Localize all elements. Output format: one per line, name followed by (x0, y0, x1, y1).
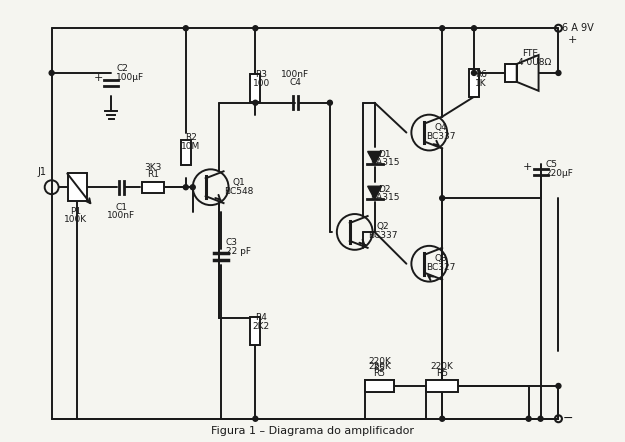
Bar (142, 182, 164, 193)
Circle shape (190, 185, 195, 190)
Circle shape (49, 70, 54, 76)
Circle shape (183, 185, 188, 190)
Text: 3K3: 3K3 (144, 164, 162, 172)
Bar (469, 69, 479, 97)
Text: BC337: BC337 (368, 232, 398, 240)
Circle shape (471, 26, 476, 30)
Text: +: + (568, 35, 577, 45)
Text: C2: C2 (116, 65, 128, 73)
Text: BA315: BA315 (370, 158, 399, 167)
Text: 220K: 220K (431, 362, 454, 370)
Text: P1: P1 (70, 206, 81, 216)
Circle shape (440, 416, 444, 421)
Text: Figura 1 – Diagrama do amplificador: Figura 1 – Diagrama do amplificador (211, 426, 414, 436)
Circle shape (253, 100, 258, 105)
Text: D1: D1 (378, 150, 391, 159)
Text: BC337: BC337 (426, 132, 456, 141)
Text: −: − (563, 412, 574, 425)
Text: 100nF: 100nF (281, 70, 309, 80)
Text: 6 A 9V: 6 A 9V (562, 23, 594, 33)
Polygon shape (368, 152, 382, 164)
Text: 100nF: 100nF (107, 210, 135, 220)
Text: 22 pF: 22 pF (226, 248, 251, 256)
Text: 100K: 100K (64, 214, 87, 224)
Bar (364, 380, 394, 392)
Text: Q4: Q4 (435, 123, 447, 132)
Text: 10M: 10M (181, 142, 201, 151)
Circle shape (440, 196, 444, 201)
Bar (181, 140, 191, 165)
Text: 4 0U8Ω: 4 0U8Ω (518, 57, 551, 66)
Text: 220μF: 220μF (546, 169, 573, 178)
Text: R5: R5 (374, 369, 386, 377)
Circle shape (526, 416, 531, 421)
Text: Q2: Q2 (376, 222, 389, 232)
Circle shape (253, 416, 258, 421)
Circle shape (328, 100, 332, 105)
Bar (364, 380, 394, 392)
Text: R4: R4 (256, 313, 268, 322)
Text: 220K: 220K (368, 357, 391, 366)
Text: C3: C3 (226, 238, 238, 248)
Text: D2: D2 (378, 185, 391, 194)
Text: BC327: BC327 (426, 263, 456, 272)
Circle shape (556, 384, 561, 389)
Text: R1: R1 (147, 170, 159, 179)
Text: R5: R5 (374, 364, 386, 373)
Text: +: + (94, 73, 103, 83)
Text: 1K: 1K (475, 80, 487, 88)
Text: R6: R6 (475, 70, 487, 80)
Text: 2K2: 2K2 (253, 322, 270, 331)
Text: BC548: BC548 (224, 187, 253, 196)
Text: 100μF: 100μF (116, 73, 144, 82)
Circle shape (538, 416, 543, 421)
Circle shape (253, 26, 258, 30)
Text: R2: R2 (185, 133, 197, 142)
Circle shape (471, 70, 476, 76)
Text: C5: C5 (546, 160, 558, 169)
Text: BA315: BA315 (370, 193, 399, 202)
Bar (251, 74, 261, 102)
Circle shape (183, 26, 188, 30)
Text: R5: R5 (436, 369, 448, 377)
Circle shape (440, 26, 444, 30)
Text: 100: 100 (253, 80, 270, 88)
Text: 220K: 220K (368, 362, 391, 370)
Bar (426, 380, 458, 392)
Text: Q3: Q3 (435, 254, 447, 263)
Text: Q1: Q1 (232, 178, 245, 187)
Text: J1: J1 (38, 168, 46, 177)
Polygon shape (368, 186, 382, 199)
Bar (251, 317, 261, 345)
Bar (68, 173, 88, 201)
Circle shape (556, 70, 561, 76)
Text: +: + (523, 162, 532, 172)
Text: R3: R3 (256, 70, 268, 80)
Bar (505, 64, 517, 82)
Text: C4: C4 (289, 78, 301, 88)
Text: C1: C1 (115, 202, 128, 212)
Text: FTE: FTE (522, 49, 539, 57)
